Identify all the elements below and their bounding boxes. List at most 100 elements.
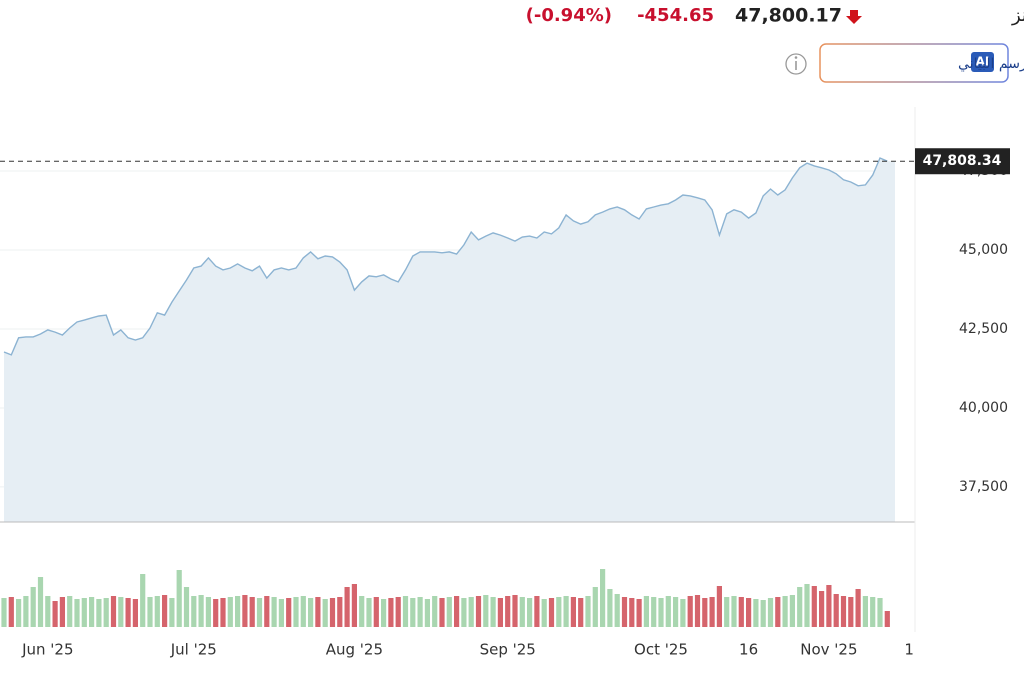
volume-bar (833, 594, 839, 627)
volume-bar (23, 596, 29, 627)
volume-bar (235, 596, 241, 627)
volume-bar (154, 596, 160, 627)
info-icon[interactable] (785, 53, 807, 75)
volume-bar (651, 597, 657, 627)
volume-bar (344, 587, 350, 627)
volume-bar (388, 598, 394, 627)
volume-bar (205, 597, 211, 627)
volume-bar (548, 598, 555, 627)
volume-bar (855, 589, 861, 627)
y-tick-label: 42,500 (959, 321, 1008, 337)
volume-bar (322, 599, 328, 627)
volume-bar (782, 596, 788, 627)
x-tick-label: Oct '25 (634, 641, 688, 659)
volume-bar (738, 597, 744, 627)
volume-bar (249, 597, 255, 627)
change: -454.65 (637, 5, 714, 26)
x-tick-label: 1 (904, 641, 914, 659)
volume-bar (767, 598, 774, 627)
volume-bar (702, 598, 708, 627)
volume-bar (600, 569, 606, 627)
x-tick-label: Jun '25 (21, 641, 73, 659)
volume-bar (658, 598, 664, 627)
volume-bar (760, 600, 766, 627)
volume-bar (840, 596, 847, 627)
x-tick-label: Jul '25 (170, 641, 217, 659)
volume-bar (731, 596, 737, 627)
x-tick-label: Nov '25 (800, 641, 857, 659)
volume-bar (45, 596, 51, 627)
volume-bar (191, 596, 197, 627)
volume-bar (315, 597, 321, 627)
volume-bar (213, 599, 219, 627)
volume-bar (118, 597, 124, 627)
y-tick-label: 37,500 (959, 479, 1008, 495)
analyze-button[interactable] (819, 43, 1009, 83)
volume-bar (877, 598, 883, 627)
volume-bar (716, 586, 722, 627)
volume-bar (176, 570, 182, 627)
volume-bar (278, 599, 284, 627)
volume-bar (665, 596, 671, 627)
volume-bar (819, 591, 825, 627)
volume-bar (351, 584, 357, 627)
volume-bar (293, 597, 299, 627)
volume-bar (271, 597, 277, 627)
volume-bar (636, 599, 642, 627)
price-label: 47,808.34 (923, 153, 1002, 169)
volume-bar (468, 597, 474, 627)
volume-bar (59, 597, 65, 627)
volume-bar (687, 596, 693, 627)
plot (0, 157, 895, 627)
volume-bar (402, 596, 409, 627)
volume-bar (804, 584, 810, 627)
volume-bar (381, 599, 387, 627)
volume-bar (162, 595, 168, 627)
volume-bar (607, 589, 613, 627)
volume-bar (680, 599, 686, 627)
volume-bar (140, 574, 146, 627)
x-tick-label: Aug '25 (326, 641, 383, 659)
volume-bar (694, 595, 701, 627)
volume-bar (629, 598, 635, 627)
analyze-label: حلّل الرسم البياني (958, 53, 1024, 72)
volume-bar (534, 596, 540, 627)
volume-bar (37, 577, 44, 627)
volume-bar (300, 596, 306, 627)
volume-bar (424, 599, 430, 627)
volume-bar (183, 587, 190, 627)
volume-bar (432, 596, 438, 627)
volume-bar (497, 598, 503, 627)
ai-icon (971, 52, 994, 72)
volume-bar (775, 597, 781, 627)
volume-bar (475, 596, 482, 627)
volume-bar (220, 598, 226, 627)
volume-bar (519, 597, 525, 627)
volume-bar (366, 598, 372, 627)
volume-bar (585, 596, 591, 627)
change-percent: (-0.94%) (526, 5, 612, 26)
volume-bar (724, 597, 730, 627)
volume-bar (8, 597, 14, 627)
index-title: مؤشر داو جونز (1011, 5, 1024, 26)
volume-bar (527, 598, 533, 627)
volume-bar (454, 596, 460, 627)
volume-bar (505, 596, 511, 627)
volume-bar (753, 599, 759, 627)
volume-bar (848, 597, 854, 627)
volume-bar (132, 599, 138, 627)
volume-bar (461, 598, 467, 627)
volume-bar (16, 599, 22, 627)
volume-bar (198, 595, 204, 627)
ai-icon-text: AI (976, 55, 990, 69)
volume-bar (746, 598, 752, 627)
volume-bar (410, 598, 416, 627)
volume-bar (884, 611, 890, 627)
price-line (3, 157, 888, 356)
volume-bar (89, 597, 95, 627)
down-arrow (846, 10, 862, 24)
price-area (4, 158, 895, 522)
volume-bar (227, 597, 233, 627)
volume-bar (592, 587, 598, 627)
